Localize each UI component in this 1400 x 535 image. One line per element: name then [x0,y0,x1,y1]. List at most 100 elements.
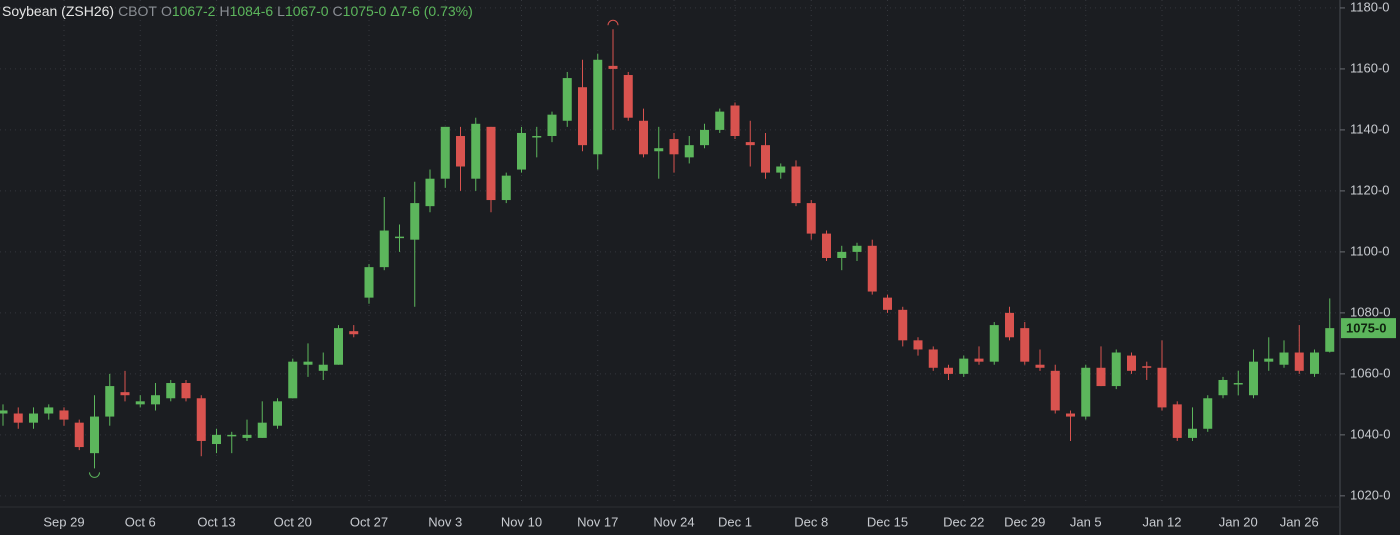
candle-body [532,136,542,138]
x-tick-label: Dec 15 [867,514,908,529]
candle-body [1081,367,1091,417]
y-tick-label: 1040-0 [1350,426,1390,441]
ohlc-key: C [332,3,343,19]
low-marker [89,472,100,478]
candle-body [1294,352,1304,371]
candle-body [425,178,435,207]
x-tick-label: Jan 26 [1280,514,1319,529]
candle-body [410,203,420,240]
candle-body [212,434,221,445]
candle-body [593,59,603,155]
x-tick-label: Nov 17 [577,514,618,529]
candle-body [806,203,816,234]
high-marker [607,19,619,26]
candle-body [883,297,892,310]
candle-body [608,65,618,69]
candle-body [898,309,908,341]
ohlc-value: 1075-0 [342,3,387,19]
candle-body [852,245,862,252]
y-tick-label: 1160-0 [1350,60,1390,75]
candle-body [440,126,450,179]
candle-body [74,422,84,448]
candle-body [1203,398,1213,429]
candle-body [1066,413,1075,417]
candle-body [547,114,557,137]
x-tick-label: Dec 29 [1004,514,1045,529]
candle-body [135,401,145,405]
ohlc-value: 1067-2 [171,3,216,19]
ohlc-key: H [219,3,230,19]
y-tick-label: 1100-0 [1350,243,1390,258]
candle-body [684,145,694,158]
candle-body [959,358,969,374]
candle-body [318,364,328,371]
candle-body [1157,367,1167,408]
last-price-label: 1075-0 [1346,321,1386,336]
candle-body [364,267,374,298]
x-tick-label: Sep 29 [43,514,84,529]
candle-body [1127,355,1136,371]
y-tick-label: 1080-0 [1350,304,1390,319]
last-price-tag [1341,318,1396,339]
candle-body [257,422,267,438]
candle-body [517,132,526,170]
x-tick-label: Jan 20 [1219,514,1258,529]
candle-body [334,328,343,365]
y-tick-label: 1020-0 [1350,487,1390,502]
x-tick-label: Oct 6 [125,514,156,529]
candle-body [120,392,130,396]
candle-body [471,123,481,179]
candle-body [1172,404,1182,438]
x-tick-label: Oct 20 [274,514,312,529]
candle-body [578,87,587,146]
y-tick-label: 1180-0 [1350,0,1390,14]
candle-body [928,349,938,368]
candle-body [242,434,252,438]
header: Soybean (ZSH26) CBOT O1067-2 H1084-6 L1067-0… [2,3,473,19]
candle-body [867,245,877,292]
candle-body [29,413,38,423]
candle-body [562,78,572,121]
candle-body [456,136,465,167]
candle-body [1188,428,1197,438]
candle-body [59,410,69,420]
candle-body [761,145,770,173]
candle-body [669,139,679,155]
y-tick-label: 1060-0 [1350,365,1390,380]
candle-body [227,434,237,437]
candle-body [379,230,389,268]
x-tick-label: Oct 13 [197,514,235,529]
candle-body [730,105,740,137]
ohlc-value: 1084-6 [229,3,274,19]
candle-body [1218,379,1228,396]
candle-body [1325,328,1335,352]
candle-body [486,126,496,201]
candle-body [1233,383,1243,385]
candle-body [639,120,648,155]
x-tick-label: Nov 3 [428,514,462,529]
ohlc-key: O [160,3,172,19]
candle-body [1005,312,1014,338]
candle-body [715,111,725,130]
candle-body [654,148,664,152]
candle-body [745,142,755,146]
x-tick-label: Dec 22 [943,514,984,529]
candle-body [105,386,115,417]
x-tick-label: Nov 24 [653,514,694,529]
candle-body [288,361,298,399]
candle-body [623,75,633,118]
x-tick-label: Jan 5 [1070,514,1102,529]
candle-body [1142,366,1152,368]
candle-body [913,340,923,350]
candle-body [1249,361,1258,396]
candle-body [822,233,831,258]
candle-body [273,401,282,426]
candle-body [700,129,709,146]
candle-body [1096,367,1106,387]
candle-body [151,395,160,405]
x-tick-label: Nov 10 [501,514,542,529]
candle-body [1035,364,1045,368]
candle-body [196,398,206,441]
candle-body [0,410,8,414]
